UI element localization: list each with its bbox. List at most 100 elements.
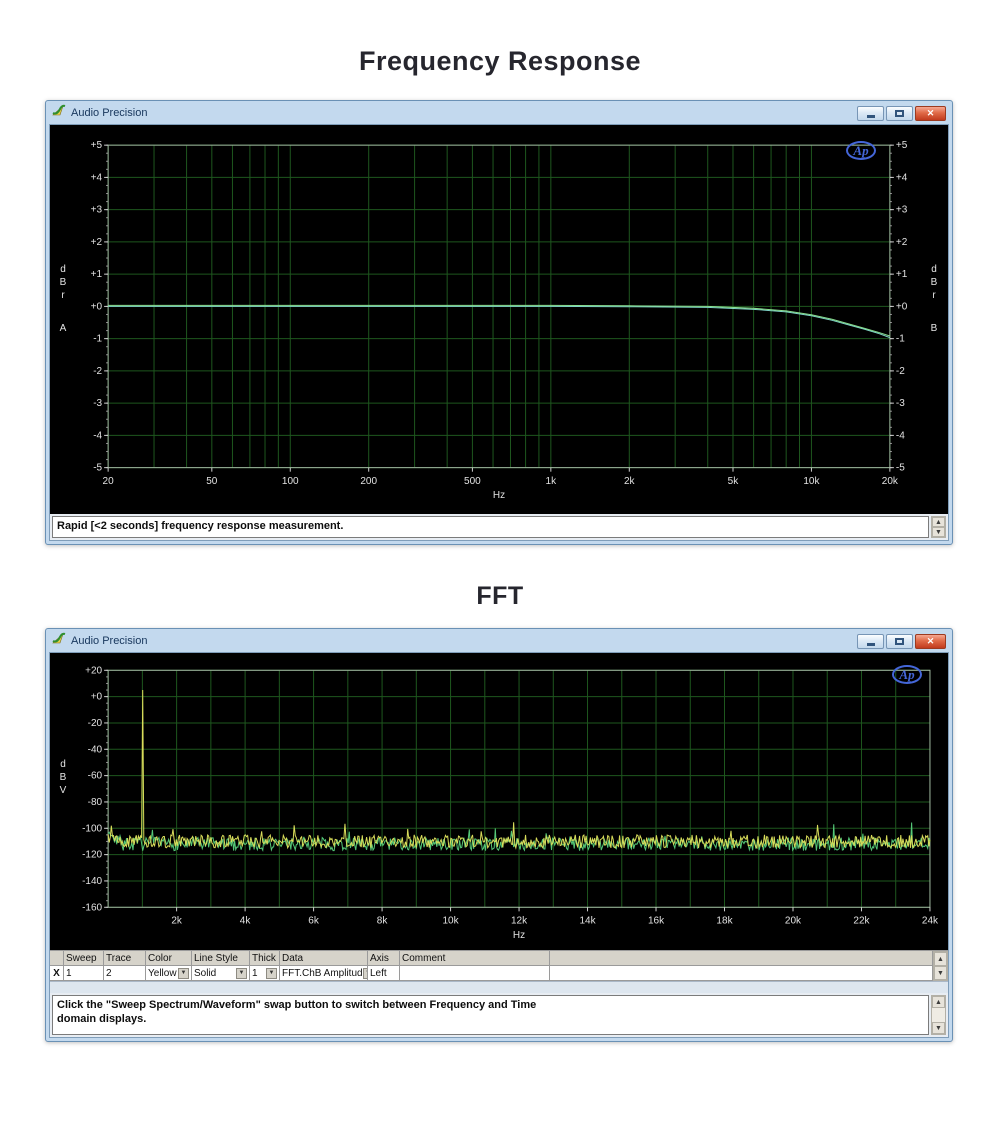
svg-text:-120: -120 (82, 850, 102, 861)
minimize-button[interactable] (857, 633, 884, 649)
ap-logo: Ap (846, 141, 876, 160)
svg-text:-1: -1 (93, 334, 102, 345)
svg-text:-3: -3 (93, 398, 102, 409)
svg-text:+2: +2 (91, 237, 103, 248)
svg-text:+5: +5 (896, 140, 908, 151)
color-cell[interactable]: Yellow ▼ (146, 966, 192, 981)
table-scrollbar[interactable]: ▲ ▼ (933, 951, 948, 981)
svg-text:-2: -2 (93, 366, 102, 377)
thick-cell[interactable]: 1 ▼ (250, 966, 280, 981)
row-filler (550, 966, 933, 981)
svg-text:+2: +2 (896, 237, 908, 248)
svg-text:50: 50 (206, 476, 218, 487)
trace-table-row: X 1 2 Yellow ▼ Solid ▼ 1 ▼ FFT.ChB Amplitud… (50, 966, 933, 981)
right-axis-label-dbr-b: d B r B (930, 264, 938, 334)
header-filler (550, 951, 933, 966)
window-title: Audio Precision (71, 635, 148, 647)
svg-text:-160: -160 (82, 902, 102, 913)
fft-graph-area: +20 +0 -20 -40 -60 -80 -100 -120 -140 -160 2k 4k 6k 8… (50, 653, 948, 950)
window-title: Audio Precision (71, 107, 148, 119)
scroll-up-button[interactable]: ▲ (932, 517, 945, 527)
trace-cell[interactable]: 2 (104, 966, 146, 981)
svg-text:10k: 10k (803, 476, 820, 487)
close-button[interactable]: ✕ (915, 105, 946, 121)
audio-precision-app-icon (52, 104, 66, 122)
svg-text:6k: 6k (308, 915, 320, 926)
minimize-icon (866, 115, 875, 118)
svg-text:-3: -3 (896, 398, 905, 409)
header-trace: Trace (104, 951, 146, 966)
maximize-button[interactable] (886, 105, 913, 121)
svg-text:+0: +0 (91, 692, 103, 703)
svg-text:22k: 22k (853, 915, 870, 926)
svg-text:1k: 1k (546, 476, 558, 487)
fft-heading: FFT (476, 582, 524, 610)
svg-text:4k: 4k (240, 915, 252, 926)
svg-text:+4: +4 (896, 172, 908, 183)
window-frequency-response: Audio Precision ✕ +5 +5 +4 +4 +3 +3 +2 +2 +1 +1 +0… (45, 100, 953, 545)
status-message: Click the "Sweep Spectrum/Waveform" swap… (52, 995, 929, 1035)
titlebar[interactable]: Audio Precision ✕ (49, 632, 949, 652)
scroll-down-button[interactable]: ▼ (932, 527, 945, 537)
data-cell[interactable]: FFT.ChB Amplitud▼ (280, 966, 368, 981)
svg-text:10k: 10k (442, 915, 459, 926)
status-message: Rapid [<2 seconds] frequency response me… (52, 516, 929, 538)
line-style-dropdown-button[interactable]: ▼ (236, 967, 247, 979)
thick-dropdown-button[interactable]: ▼ (266, 967, 277, 979)
trace-table-header: Sweep Trace Color Line Style Thick Data … (50, 951, 933, 966)
svg-text:18k: 18k (716, 915, 733, 926)
svg-text:200: 200 (360, 476, 377, 487)
close-icon: ✕ (926, 107, 935, 118)
svg-text:12k: 12k (511, 915, 528, 926)
svg-text:5k: 5k (728, 476, 740, 487)
close-icon: ✕ (926, 635, 935, 646)
trace-enabled-checkbox[interactable]: X (50, 966, 64, 981)
scroll-up-button[interactable]: ▲ (932, 996, 945, 1008)
svg-text:-20: -20 (88, 718, 103, 729)
left-axis-label-dbr-a: d B r A (59, 264, 67, 334)
svg-text:8k: 8k (377, 915, 389, 926)
scroll-down-button[interactable]: ▼ (934, 966, 947, 980)
svg-text:Hz: Hz (493, 490, 505, 501)
svg-text:+5: +5 (91, 140, 103, 151)
frequency-response-chart: +5 +5 +4 +4 +3 +3 +2 +2 +1 +1 +0 +0 -1 -1 -2 -2 -3 -3 -4 -4… (91, 140, 908, 501)
color-dropdown-button[interactable]: ▼ (178, 967, 189, 979)
svg-text:-5: -5 (896, 463, 905, 474)
svg-text:-2: -2 (896, 366, 905, 377)
svg-text:+1: +1 (896, 269, 908, 280)
svg-text:-140: -140 (82, 876, 102, 887)
status-scrollbar[interactable]: ▲ ▼ (931, 516, 946, 538)
ap-logo: Ap (892, 665, 922, 684)
header-axis: Axis (368, 951, 400, 966)
svg-text:+1: +1 (91, 269, 103, 280)
header-data: Data (280, 951, 368, 966)
maximize-button[interactable] (886, 633, 913, 649)
minimize-icon (866, 643, 875, 646)
line-style-cell[interactable]: Solid ▼ (192, 966, 250, 981)
svg-text:24k: 24k (922, 915, 939, 926)
scroll-up-button[interactable]: ▲ (934, 952, 947, 966)
axis-cell[interactable]: Left (368, 966, 400, 981)
svg-text:100: 100 (282, 476, 299, 487)
svg-text:20k: 20k (882, 476, 899, 487)
scroll-down-button[interactable]: ▼ (932, 1022, 945, 1034)
sweep-cell[interactable]: 1 (64, 966, 104, 981)
comment-cell[interactable] (400, 966, 550, 981)
header-thick: Thick (250, 951, 280, 966)
data-dropdown-button[interactable]: ▼ (362, 967, 367, 979)
audio-precision-app-icon (52, 632, 66, 650)
titlebar[interactable]: Audio Precision ✕ (49, 104, 949, 124)
minimize-button[interactable] (857, 105, 884, 121)
svg-text:-4: -4 (896, 430, 905, 441)
svg-text:-40: -40 (88, 744, 103, 755)
svg-text:-5: -5 (93, 463, 102, 474)
svg-text:-4: -4 (93, 430, 102, 441)
header-comment: Comment (400, 951, 550, 966)
svg-text:20k: 20k (785, 915, 802, 926)
svg-text:+4: +4 (91, 172, 103, 183)
svg-text:+0: +0 (896, 301, 908, 312)
svg-text:+3: +3 (91, 205, 103, 216)
header-line-style: Line Style (192, 951, 250, 966)
close-button[interactable]: ✕ (915, 633, 946, 649)
status-scrollbar[interactable]: ▲ ▼ (931, 995, 946, 1035)
